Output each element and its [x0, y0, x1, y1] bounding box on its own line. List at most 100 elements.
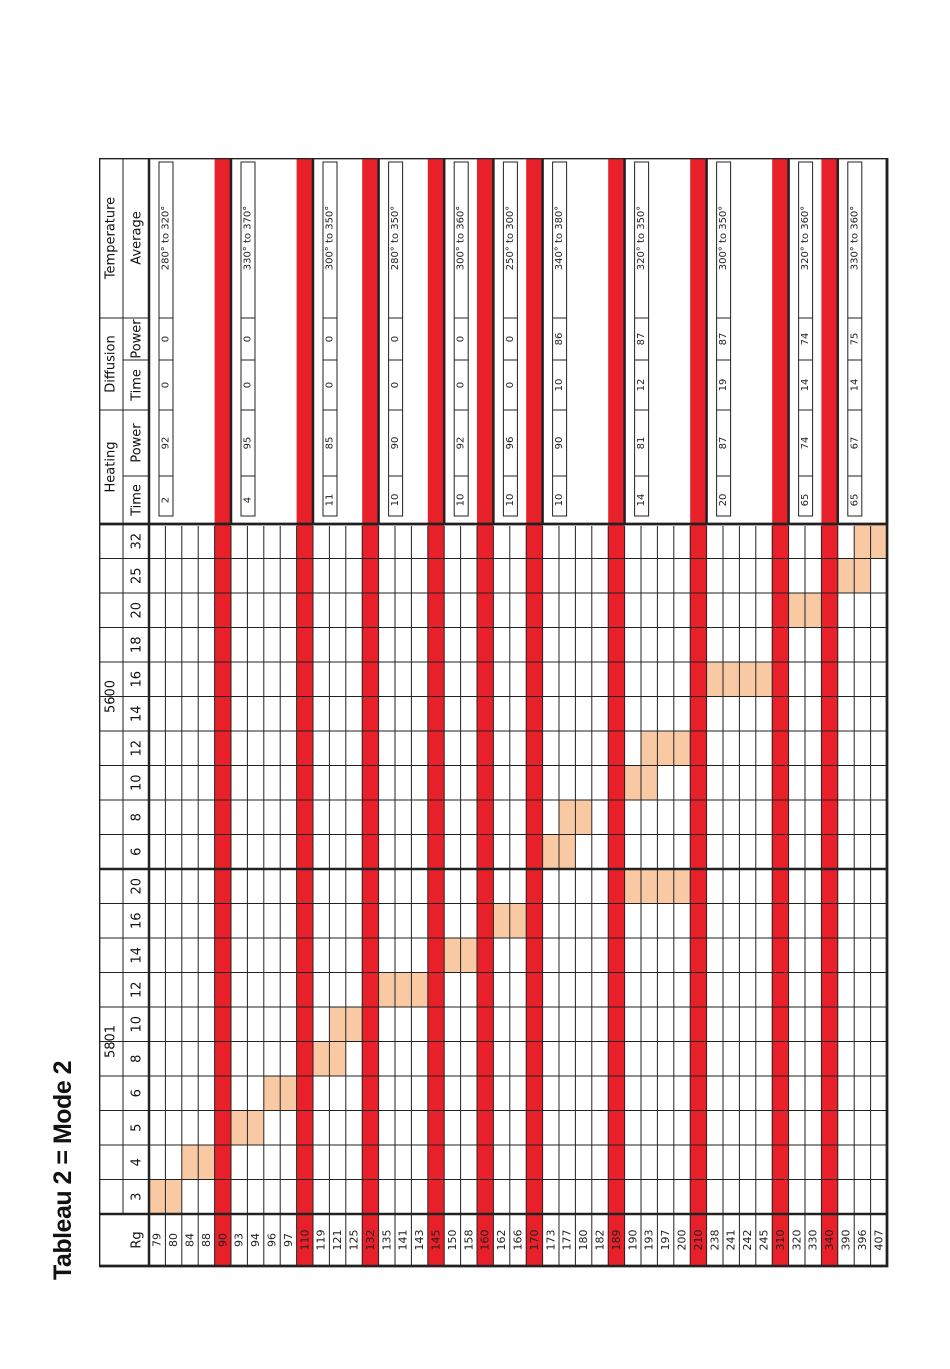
highlight-cell: [493, 903, 510, 938]
rg-value: 94: [249, 1233, 262, 1247]
highlight-cell: [345, 1007, 363, 1042]
column-header: 3: [130, 1193, 145, 1201]
separator-row: [296, 158, 313, 1266]
separator-row: [427, 158, 445, 1266]
highlight-cell: [165, 1179, 182, 1214]
highlight-cell: [149, 1179, 166, 1214]
panel-temp: 280° to 320°: [161, 206, 172, 271]
panel-values-box: [716, 161, 732, 517]
panel-diff-time: 14: [800, 379, 811, 392]
rg-value: 177: [561, 1230, 574, 1251]
temperature-header: Temperature: [104, 197, 119, 280]
column-header: 12: [130, 981, 145, 998]
highlight-cell: [641, 869, 658, 904]
highlight-cell: [575, 800, 592, 835]
panel-heat-time: 10: [505, 494, 516, 507]
rg-value: 197: [659, 1230, 672, 1251]
highlight-cell: [837, 558, 855, 593]
diffusion-header: Diffusion: [104, 335, 119, 392]
rg-value: 245: [758, 1230, 771, 1251]
highlight-cell: [313, 1041, 330, 1076]
separator-row: [690, 158, 707, 1266]
highlight-cell: [723, 662, 740, 697]
panel-temp: 330° to 370°: [243, 206, 254, 271]
column-header: 14: [130, 947, 145, 964]
rg-value: 340: [823, 1230, 836, 1251]
highlight-cell: [805, 593, 822, 628]
rg-value: 210: [692, 1230, 705, 1251]
rg-value: 80: [167, 1233, 180, 1247]
panel-diff-power: 0: [161, 336, 172, 342]
highlight-cell: [624, 765, 641, 800]
panel-heat-power: 67: [849, 437, 860, 450]
highlight-cell: [559, 800, 576, 835]
page-title: Tableau 2 = Mode 2: [49, 1060, 77, 1280]
rg-value: 238: [708, 1230, 721, 1251]
column-header: 4: [130, 1158, 145, 1166]
column-header: 18: [130, 636, 145, 653]
column-header: 16: [130, 671, 145, 688]
separator-row: [526, 158, 543, 1266]
panel-diff-time: 12: [636, 379, 647, 392]
separator-row: [477, 158, 494, 1266]
separator-row: [772, 158, 789, 1266]
rg-value: 158: [462, 1230, 475, 1251]
rg-value: 150: [446, 1230, 459, 1251]
highlight-cell: [263, 1076, 281, 1111]
highlight-cell: [739, 662, 756, 697]
rg-value: 242: [741, 1230, 754, 1251]
rg-value: 190: [626, 1230, 639, 1251]
rg-value: 396: [856, 1230, 869, 1251]
time-header: Time: [130, 484, 145, 517]
average-header: Average: [130, 211, 145, 264]
column-header: 12: [130, 740, 145, 757]
rg-value: 88: [200, 1233, 213, 1247]
highlight-cell: [755, 662, 773, 697]
highlight-cell: [673, 869, 691, 904]
panel-diff-time: 0: [243, 382, 254, 388]
rg-value: 162: [495, 1230, 508, 1251]
panel-values-box: [322, 161, 338, 517]
column-header: 6: [130, 848, 145, 856]
highlight-cell: [444, 938, 461, 973]
highlight-cell: [198, 1145, 215, 1180]
panel-temp: 320° to 350°: [636, 206, 647, 271]
column-header: 14: [130, 705, 145, 722]
table-border: [99, 158, 889, 1268]
panel-heat-time: 10: [390, 494, 401, 507]
panel-temp: 300° to 360°: [456, 206, 467, 271]
highlight-cell: [329, 1007, 346, 1042]
time-header: Time: [130, 369, 145, 402]
panel-temp: 300° to 350°: [718, 206, 729, 271]
highlight-cell: [378, 972, 395, 1007]
panel-diff-time: 14: [849, 379, 860, 392]
highlight-cell: [231, 1110, 248, 1145]
rg-value: 93: [233, 1233, 246, 1247]
highlight-cell: [641, 731, 658, 766]
separator-row: [608, 158, 625, 1266]
panel-diff-time: 0: [456, 382, 467, 388]
highlight-cell: [411, 972, 428, 1007]
rg-value: 310: [774, 1230, 787, 1251]
panel-diff-time: 10: [554, 379, 565, 392]
panel-heat-time: 4: [243, 497, 254, 503]
panel-heat-power: 74: [800, 437, 811, 450]
panel-heat-power: 87: [718, 437, 729, 450]
highlight-cell: [460, 938, 477, 973]
rg-value: 241: [725, 1230, 738, 1251]
panel-values-box: [158, 161, 174, 517]
rg-value: 79: [151, 1233, 164, 1247]
panel-diff-power: 87: [718, 333, 729, 346]
highlight-cell: [657, 869, 674, 904]
column-header: 6: [130, 1089, 145, 1097]
panel-diff-time: 0: [505, 382, 516, 388]
panel-heat-time: 2: [161, 497, 172, 503]
panel-diff-power: 74: [800, 333, 811, 346]
panel-diff-power: 86: [554, 333, 565, 346]
panel-values-box: [502, 161, 518, 517]
panel-heat-time: 20: [718, 494, 729, 507]
panel-values-box: [388, 161, 404, 517]
rg-value: 143: [413, 1230, 426, 1251]
panel-values-box: [552, 161, 568, 517]
rg-value: 160: [479, 1230, 492, 1251]
